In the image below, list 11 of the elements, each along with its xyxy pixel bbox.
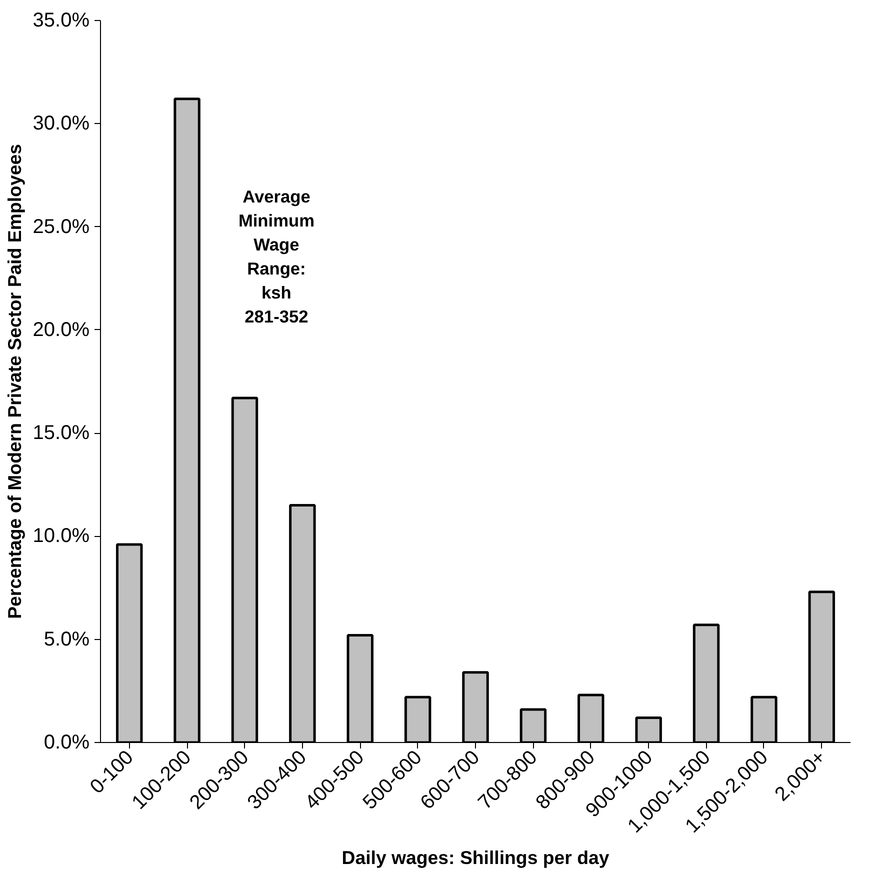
y-tick-label: 5.0% <box>44 628 90 650</box>
y-tick-label: 20.0% <box>32 318 90 341</box>
annotation: Average Minimum Wage Range: ksh 281-352 <box>238 186 314 327</box>
y-tick-label: 10.0% <box>32 525 90 548</box>
y-tick-label: 15.0% <box>32 422 90 444</box>
y-axis-title: Percentage of Modern Private Sector Paid Employees <box>4 144 25 619</box>
y-tick-label: 0.0% <box>44 732 90 754</box>
y-tick-label: 25.0% <box>32 216 90 238</box>
y-tick-label: 35.0% <box>32 10 90 32</box>
y-tick-label: 30.0% <box>32 112 90 135</box>
x-axis-title: Daily wages: Shillings per day <box>342 846 610 868</box>
